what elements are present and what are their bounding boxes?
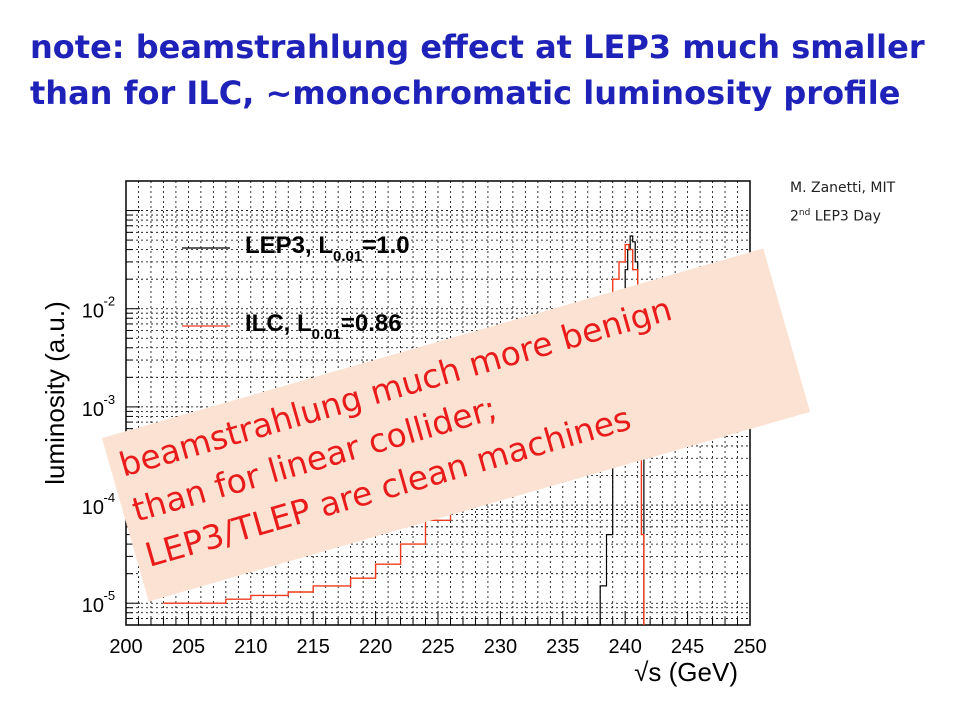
y-tick-exponent: -5 [104,588,116,603]
x-tick-label: 200 [109,636,142,658]
y-tick-exponent: -3 [104,392,116,407]
legend-subscript: 0.01 [333,248,362,265]
y-tick-label: 10 [82,399,104,421]
x-tick-label: 205 [172,636,205,658]
legend-text: ILC, L [245,310,312,337]
legend-value: =0.86 [341,310,402,337]
credit-line-2: 2nd LEP3 Day [790,201,895,230]
x-tick-label: 210 [234,636,267,658]
legend-text: LEP3, L [245,232,333,259]
legend-subscript: 0.01 [312,326,341,343]
x-tick-label: 235 [546,636,579,658]
x-tick-label: 215 [297,636,330,658]
x-tick-label: 250 [733,636,766,658]
y-tick-label: 10 [82,497,104,519]
legend-value: =1.0 [362,232,409,259]
credit-line-1: M. Zanetti, MIT [790,180,896,196]
credit-ordinal-suffix: nd [798,208,811,218]
author-credit: M. Zanetti, MIT 2nd LEP3 Day [790,176,895,230]
y-axis-label: luminosity (a.u.) [40,301,70,485]
x-tick-label: 240 [609,636,642,658]
x-tick-label: 220 [359,636,392,658]
y-tick-label: 10 [82,301,104,323]
credit-ordinal-number: 2 [790,208,799,225]
y-tick-exponent: -4 [104,490,116,505]
legend-label-ilc: ILC, L0.01=0.86 [245,310,402,343]
slide-title: note: beamstrahlung effect at LEP3 much … [30,24,930,116]
x-tick-label: 225 [421,636,454,658]
y-tick-exponent: -2 [104,294,116,309]
credit-event: LEP3 Day [810,208,881,225]
legend-label-lep3: LEP3, L0.01=1.0 [245,232,410,265]
x-tick-label: 245 [671,636,704,658]
x-tick-label: 230 [484,636,517,658]
x-axis-label: √s (GeV) [634,657,738,687]
title-line-1: note: beamstrahlung effect at LEP3 much … [30,28,925,66]
y-tick-label: 10 [82,595,104,617]
title-line-2: than for ILC, ~monochromatic luminosity … [30,74,901,112]
